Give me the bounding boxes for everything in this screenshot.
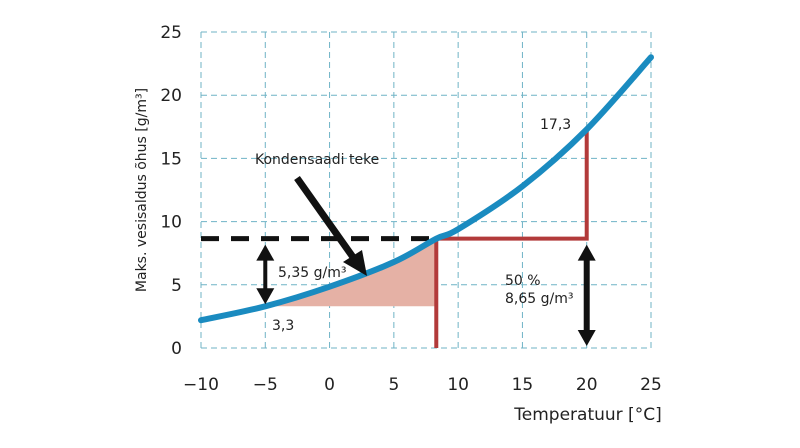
x-tick-label: 0 bbox=[324, 375, 335, 395]
difference-arrow-head bbox=[256, 244, 275, 261]
pointer-arrow-head bbox=[343, 250, 367, 276]
cold-value-label: 3,3 bbox=[272, 318, 294, 334]
y-tick-label: 0 bbox=[171, 339, 182, 359]
pointer-arrow bbox=[294, 175, 358, 263]
pointer-label: Kondensaadi teke bbox=[255, 152, 379, 168]
x-axis-label: Temperatuur [°C] bbox=[513, 405, 661, 425]
saturation-curve bbox=[198, 54, 654, 324]
rh-value-label: 8,65 g/m³ bbox=[505, 291, 573, 307]
room-path-line bbox=[434, 129, 589, 348]
humidity-arrow-head bbox=[577, 330, 596, 346]
condensation-area bbox=[265, 238, 437, 307]
humidity-arrow-head bbox=[577, 244, 596, 261]
rh-label: 50 % bbox=[505, 273, 541, 289]
x-tick-label: 15 bbox=[512, 375, 534, 395]
difference-arrow-head bbox=[256, 288, 275, 305]
x-tick-label: −5 bbox=[253, 375, 278, 395]
y-tick-label: 20 bbox=[160, 86, 182, 106]
y-tick-label: 25 bbox=[160, 23, 182, 43]
x-tick-label: −10 bbox=[183, 375, 219, 395]
y-tick-label: 10 bbox=[160, 213, 182, 233]
x-tick-label: 20 bbox=[576, 375, 598, 395]
y-axis-label: Maks. vesisaldus õhus [g/m³] bbox=[134, 88, 150, 292]
x-tick-label: 10 bbox=[447, 375, 469, 395]
x-tick-label: 25 bbox=[640, 375, 662, 395]
difference-label: 5,35 g/m³ bbox=[278, 265, 346, 281]
y-tick-label: 5 bbox=[171, 276, 182, 296]
room-value-label: 17,3 bbox=[540, 117, 571, 133]
y-tick-label: 15 bbox=[160, 149, 182, 169]
x-tick-label: 5 bbox=[388, 375, 399, 395]
